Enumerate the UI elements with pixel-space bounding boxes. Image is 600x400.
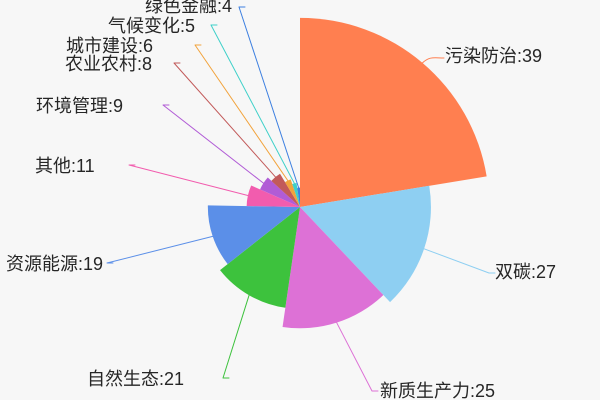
svg-text:自然生态:21: 自然生态:21 [87,369,184,389]
svg-text:气候变化:5: 气候变化:5 [108,16,195,36]
svg-text:农业农村:8: 农业农村:8 [65,54,152,74]
svg-text:其他:11: 其他:11 [35,156,95,176]
svg-text:双碳:27: 双碳:27 [495,262,556,282]
svg-text:环境管理:9: 环境管理:9 [36,96,123,116]
svg-text:污染防治:39: 污染防治:39 [445,46,542,66]
svg-text:城市建设:6: 城市建设:6 [66,36,153,56]
svg-text:新质生产力:25: 新质生产力:25 [380,381,495,400]
svg-text:资源能源:19: 资源能源:19 [6,254,103,274]
svg-text:绿色金融:4: 绿色金融:4 [145,0,232,16]
